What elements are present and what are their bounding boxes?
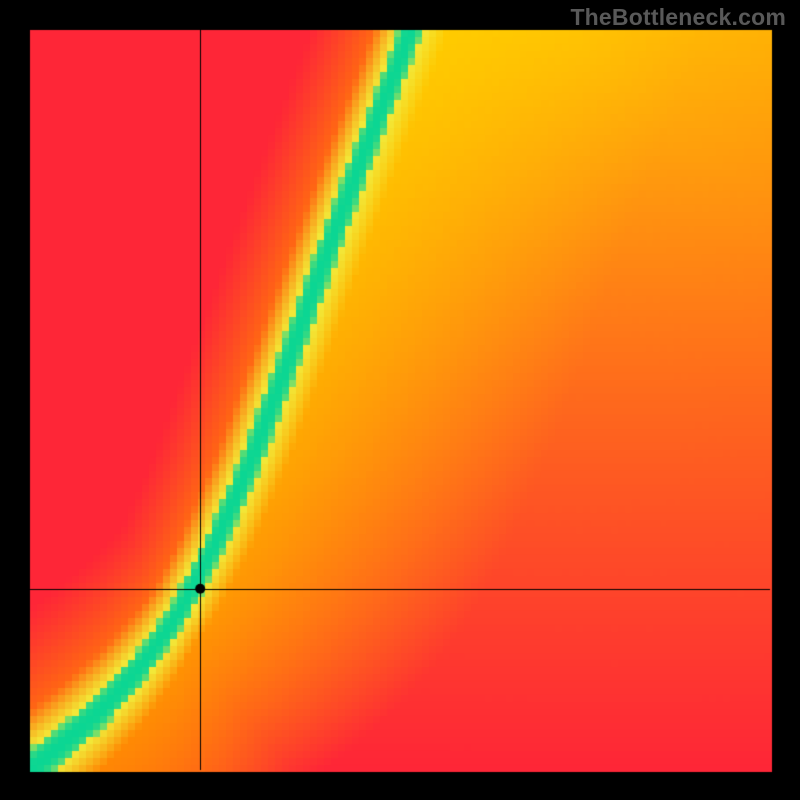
watermark-text: TheBottleneck.com (570, 4, 786, 31)
bottleneck-heatmap (0, 0, 800, 800)
chart-container: { "figure": { "type": "heatmap", "width_… (0, 0, 800, 800)
